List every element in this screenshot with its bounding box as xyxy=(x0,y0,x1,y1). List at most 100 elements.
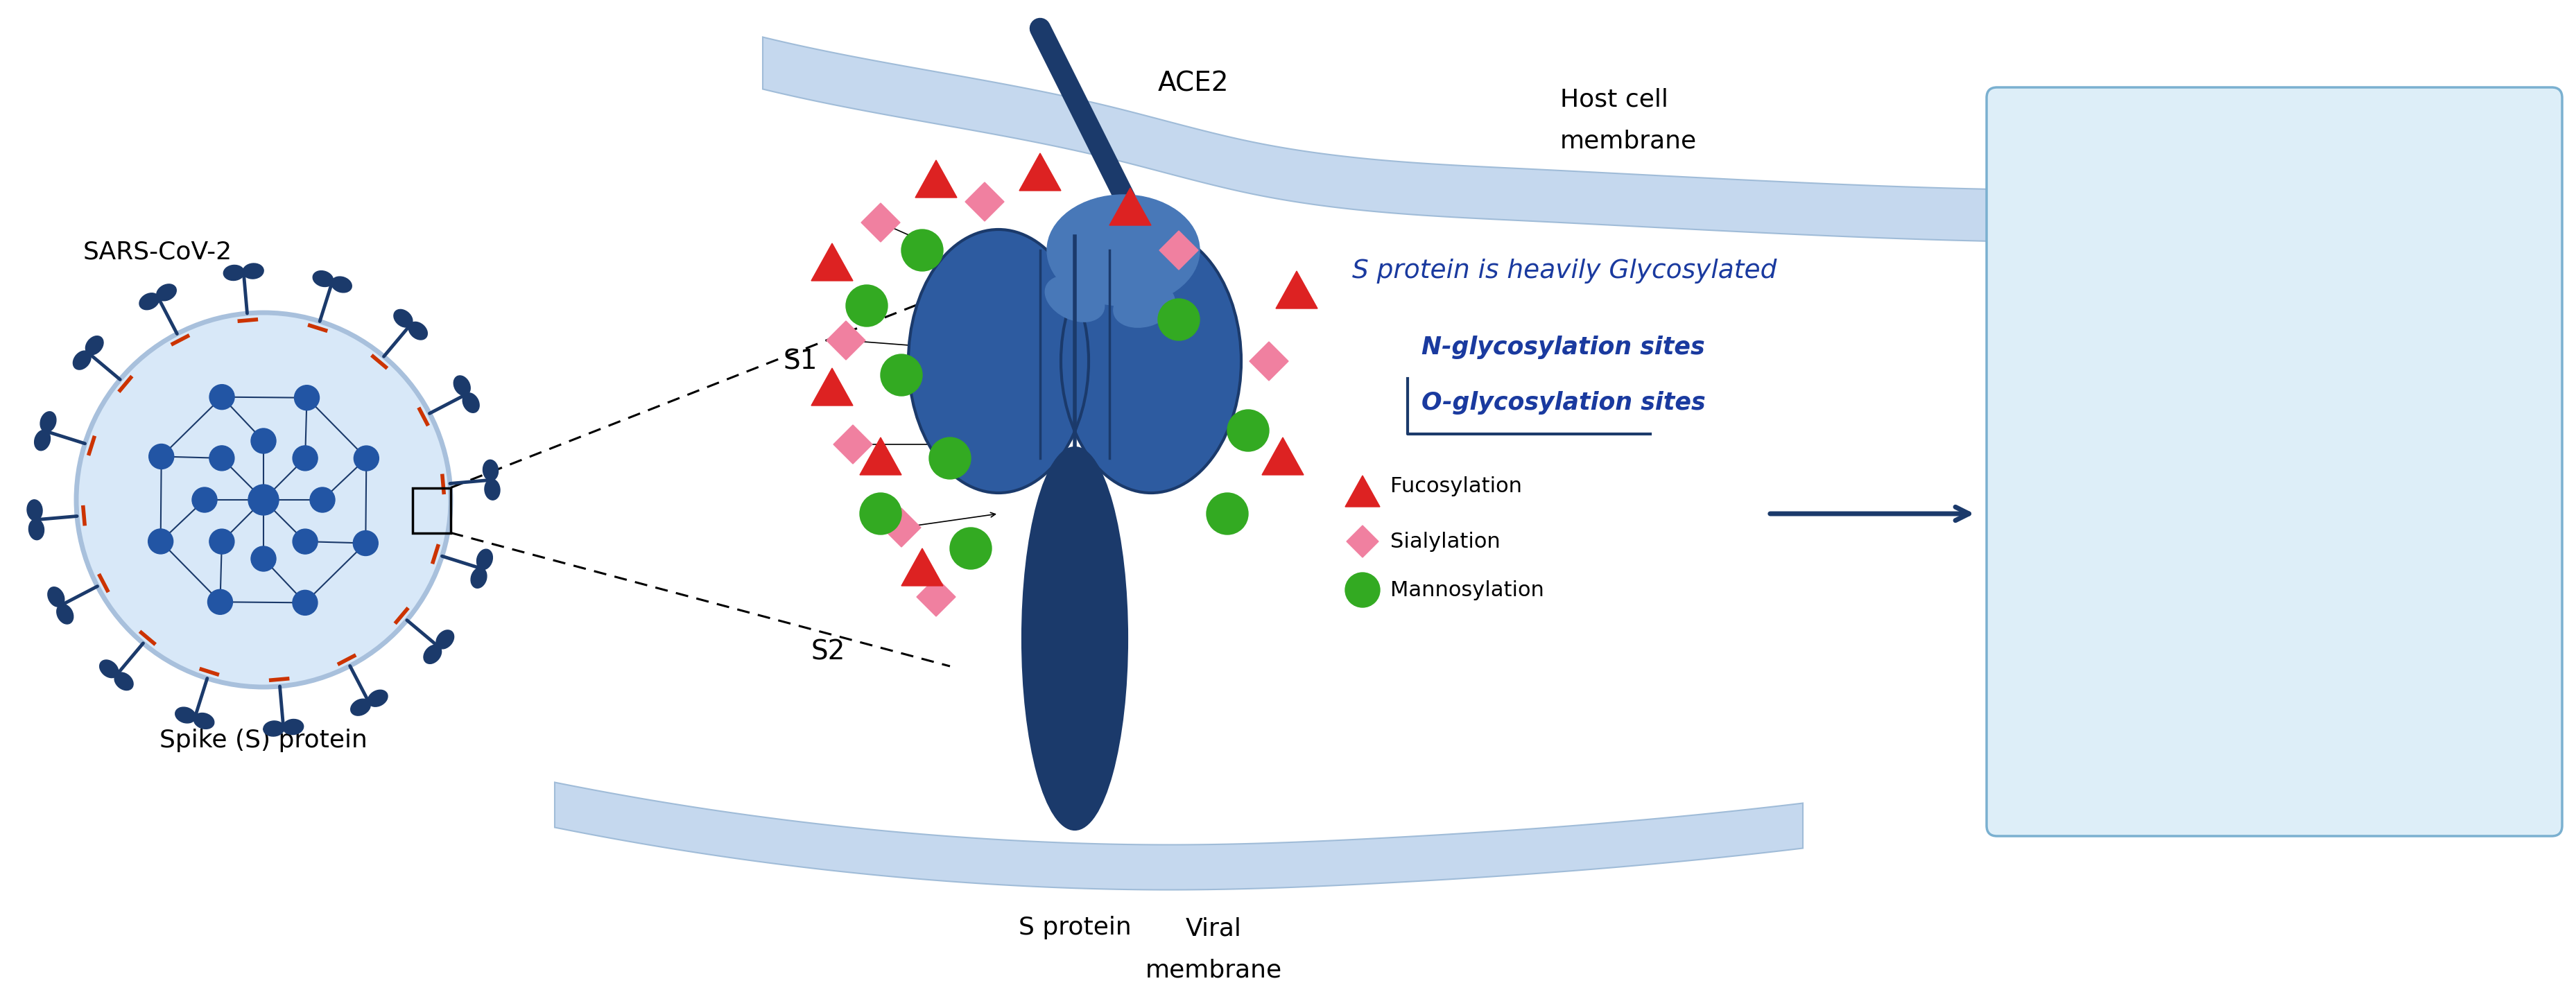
Text: ACE2: ACE2 xyxy=(1157,71,1229,97)
Text: membrane: membrane xyxy=(1558,130,1698,153)
Ellipse shape xyxy=(394,310,412,328)
Ellipse shape xyxy=(139,293,160,310)
Polygon shape xyxy=(811,368,853,406)
Text: S1: S1 xyxy=(783,348,817,375)
Ellipse shape xyxy=(283,719,304,734)
Circle shape xyxy=(353,446,379,471)
Polygon shape xyxy=(902,548,943,585)
Polygon shape xyxy=(1249,342,1288,381)
Ellipse shape xyxy=(471,567,487,588)
Ellipse shape xyxy=(435,630,453,648)
Circle shape xyxy=(860,493,902,534)
Text: Host cell: Host cell xyxy=(1558,88,1667,112)
Polygon shape xyxy=(917,577,956,616)
Ellipse shape xyxy=(33,431,52,451)
Circle shape xyxy=(902,230,943,271)
Polygon shape xyxy=(1159,231,1198,270)
Ellipse shape xyxy=(28,519,44,539)
Ellipse shape xyxy=(157,284,175,301)
Text: • Mannose receptor (MR): • Mannose receptor (MR) xyxy=(2020,298,2275,317)
Polygon shape xyxy=(832,425,873,464)
Polygon shape xyxy=(762,37,2009,242)
Circle shape xyxy=(209,589,232,614)
Circle shape xyxy=(294,590,317,615)
Ellipse shape xyxy=(41,412,57,432)
Text: • macrophage galactose-type lectin (MGL): • macrophage galactose-type lectin (MGL) xyxy=(2020,602,2450,621)
Ellipse shape xyxy=(410,322,428,340)
Circle shape xyxy=(247,485,278,515)
Ellipse shape xyxy=(477,549,492,569)
Ellipse shape xyxy=(72,351,90,370)
Text: Fucosylation: Fucosylation xyxy=(1391,476,1522,497)
Text: membrane: membrane xyxy=(1144,958,1280,982)
Ellipse shape xyxy=(263,721,283,736)
Ellipse shape xyxy=(242,264,263,279)
Circle shape xyxy=(193,488,216,512)
Text: S2: S2 xyxy=(811,639,845,665)
Circle shape xyxy=(209,385,234,410)
Polygon shape xyxy=(1345,476,1381,506)
Text: Viral: Viral xyxy=(1185,916,1242,940)
Polygon shape xyxy=(881,508,920,547)
Ellipse shape xyxy=(113,672,134,690)
Circle shape xyxy=(294,529,317,554)
Circle shape xyxy=(149,444,173,469)
Text: non-integrin (DC-SIGN): non-integrin (DC-SIGN) xyxy=(2020,481,2285,500)
Ellipse shape xyxy=(1046,276,1105,322)
Text: • Toll-like receptor (TLR): • Toll-like receptor (TLR) xyxy=(2020,663,2264,683)
Ellipse shape xyxy=(193,713,214,729)
Text: Spike (S) protein: Spike (S) protein xyxy=(160,728,368,752)
Circle shape xyxy=(930,438,971,480)
Ellipse shape xyxy=(1061,230,1242,493)
Ellipse shape xyxy=(85,336,103,355)
Ellipse shape xyxy=(224,265,245,281)
Text: SARS-CoV-2: SARS-CoV-2 xyxy=(82,241,232,264)
Ellipse shape xyxy=(26,500,41,520)
Text: Mannosylation: Mannosylation xyxy=(1391,579,1543,600)
Text: • C-type lectin receptor (CLR): • C-type lectin receptor (CLR) xyxy=(2020,237,2321,256)
FancyBboxPatch shape xyxy=(1986,87,2561,836)
Text: N-glycosylation sites: N-glycosylation sites xyxy=(1422,336,1705,359)
Text: S protein: S protein xyxy=(1018,916,1131,939)
Text: adhesion molecule-3 grabbing: adhesion molecule-3 grabbing xyxy=(2020,420,2360,439)
Ellipse shape xyxy=(1023,448,1126,829)
Bar xyxy=(412,488,451,532)
Text: O-glycosylation sites: O-glycosylation sites xyxy=(1422,391,1705,415)
Ellipse shape xyxy=(484,480,500,500)
Polygon shape xyxy=(827,321,866,360)
Ellipse shape xyxy=(453,376,471,396)
Circle shape xyxy=(1345,572,1381,607)
Circle shape xyxy=(1206,493,1247,534)
Ellipse shape xyxy=(312,271,332,287)
Circle shape xyxy=(250,429,276,454)
Polygon shape xyxy=(860,203,899,242)
Ellipse shape xyxy=(100,660,118,677)
Polygon shape xyxy=(1275,271,1316,309)
Circle shape xyxy=(77,313,451,687)
Ellipse shape xyxy=(332,277,353,293)
Circle shape xyxy=(147,528,173,553)
Ellipse shape xyxy=(1113,284,1175,328)
Polygon shape xyxy=(1020,153,1061,191)
Ellipse shape xyxy=(57,604,72,624)
Ellipse shape xyxy=(175,707,196,723)
Circle shape xyxy=(209,446,234,471)
Circle shape xyxy=(309,488,335,512)
Polygon shape xyxy=(811,244,853,281)
Ellipse shape xyxy=(49,587,64,606)
Text: interactions: interactions xyxy=(2025,176,2174,198)
Ellipse shape xyxy=(1046,195,1200,306)
Polygon shape xyxy=(1347,525,1378,557)
Polygon shape xyxy=(914,160,956,198)
Circle shape xyxy=(951,527,992,569)
Text: Possible other receptor: Possible other receptor xyxy=(2025,129,2318,151)
Polygon shape xyxy=(860,438,902,475)
Ellipse shape xyxy=(1043,466,1105,534)
Ellipse shape xyxy=(368,690,386,706)
Circle shape xyxy=(1157,299,1200,341)
Circle shape xyxy=(1226,410,1267,452)
Polygon shape xyxy=(1110,188,1151,226)
Text: S protein is heavily Glycosylated: S protein is heavily Glycosylated xyxy=(1352,259,1777,284)
Ellipse shape xyxy=(422,645,440,663)
Polygon shape xyxy=(966,183,1005,221)
